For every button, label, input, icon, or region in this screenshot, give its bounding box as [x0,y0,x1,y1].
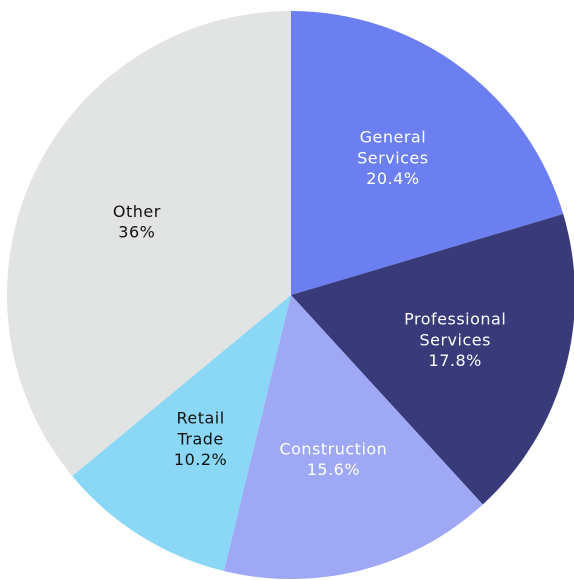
slice-label-line: Construction [279,439,387,458]
slice-label: Construction [279,439,387,458]
slice-label-line: General [360,127,427,146]
slice-value-label: 17.8% [429,351,482,370]
slice-label: General Services [357,127,428,167]
pie-slice [291,214,574,505]
pie-slice [72,295,291,571]
pie-slice [291,11,564,295]
slice-value-label: 15.6% [307,460,360,479]
slice-label-line: Services [419,330,490,349]
slice-value-label: 10.2% [174,450,227,469]
slice-label-line: Other [113,201,161,220]
slice-label-line: Professional [404,309,506,328]
pie-slice [223,295,483,579]
slice-label-line: Trade [176,429,223,448]
pie-slice [7,11,292,477]
slice-value-label: 36% [118,222,155,241]
slice-value-label: 20.4% [366,169,419,188]
slice-label: Retail Trade [176,408,224,448]
slice-label-line: Retail [176,408,224,427]
slice-label-line: Services [357,148,428,167]
slice-label: Other [113,201,161,220]
slice-label: Professional Services [404,309,506,349]
